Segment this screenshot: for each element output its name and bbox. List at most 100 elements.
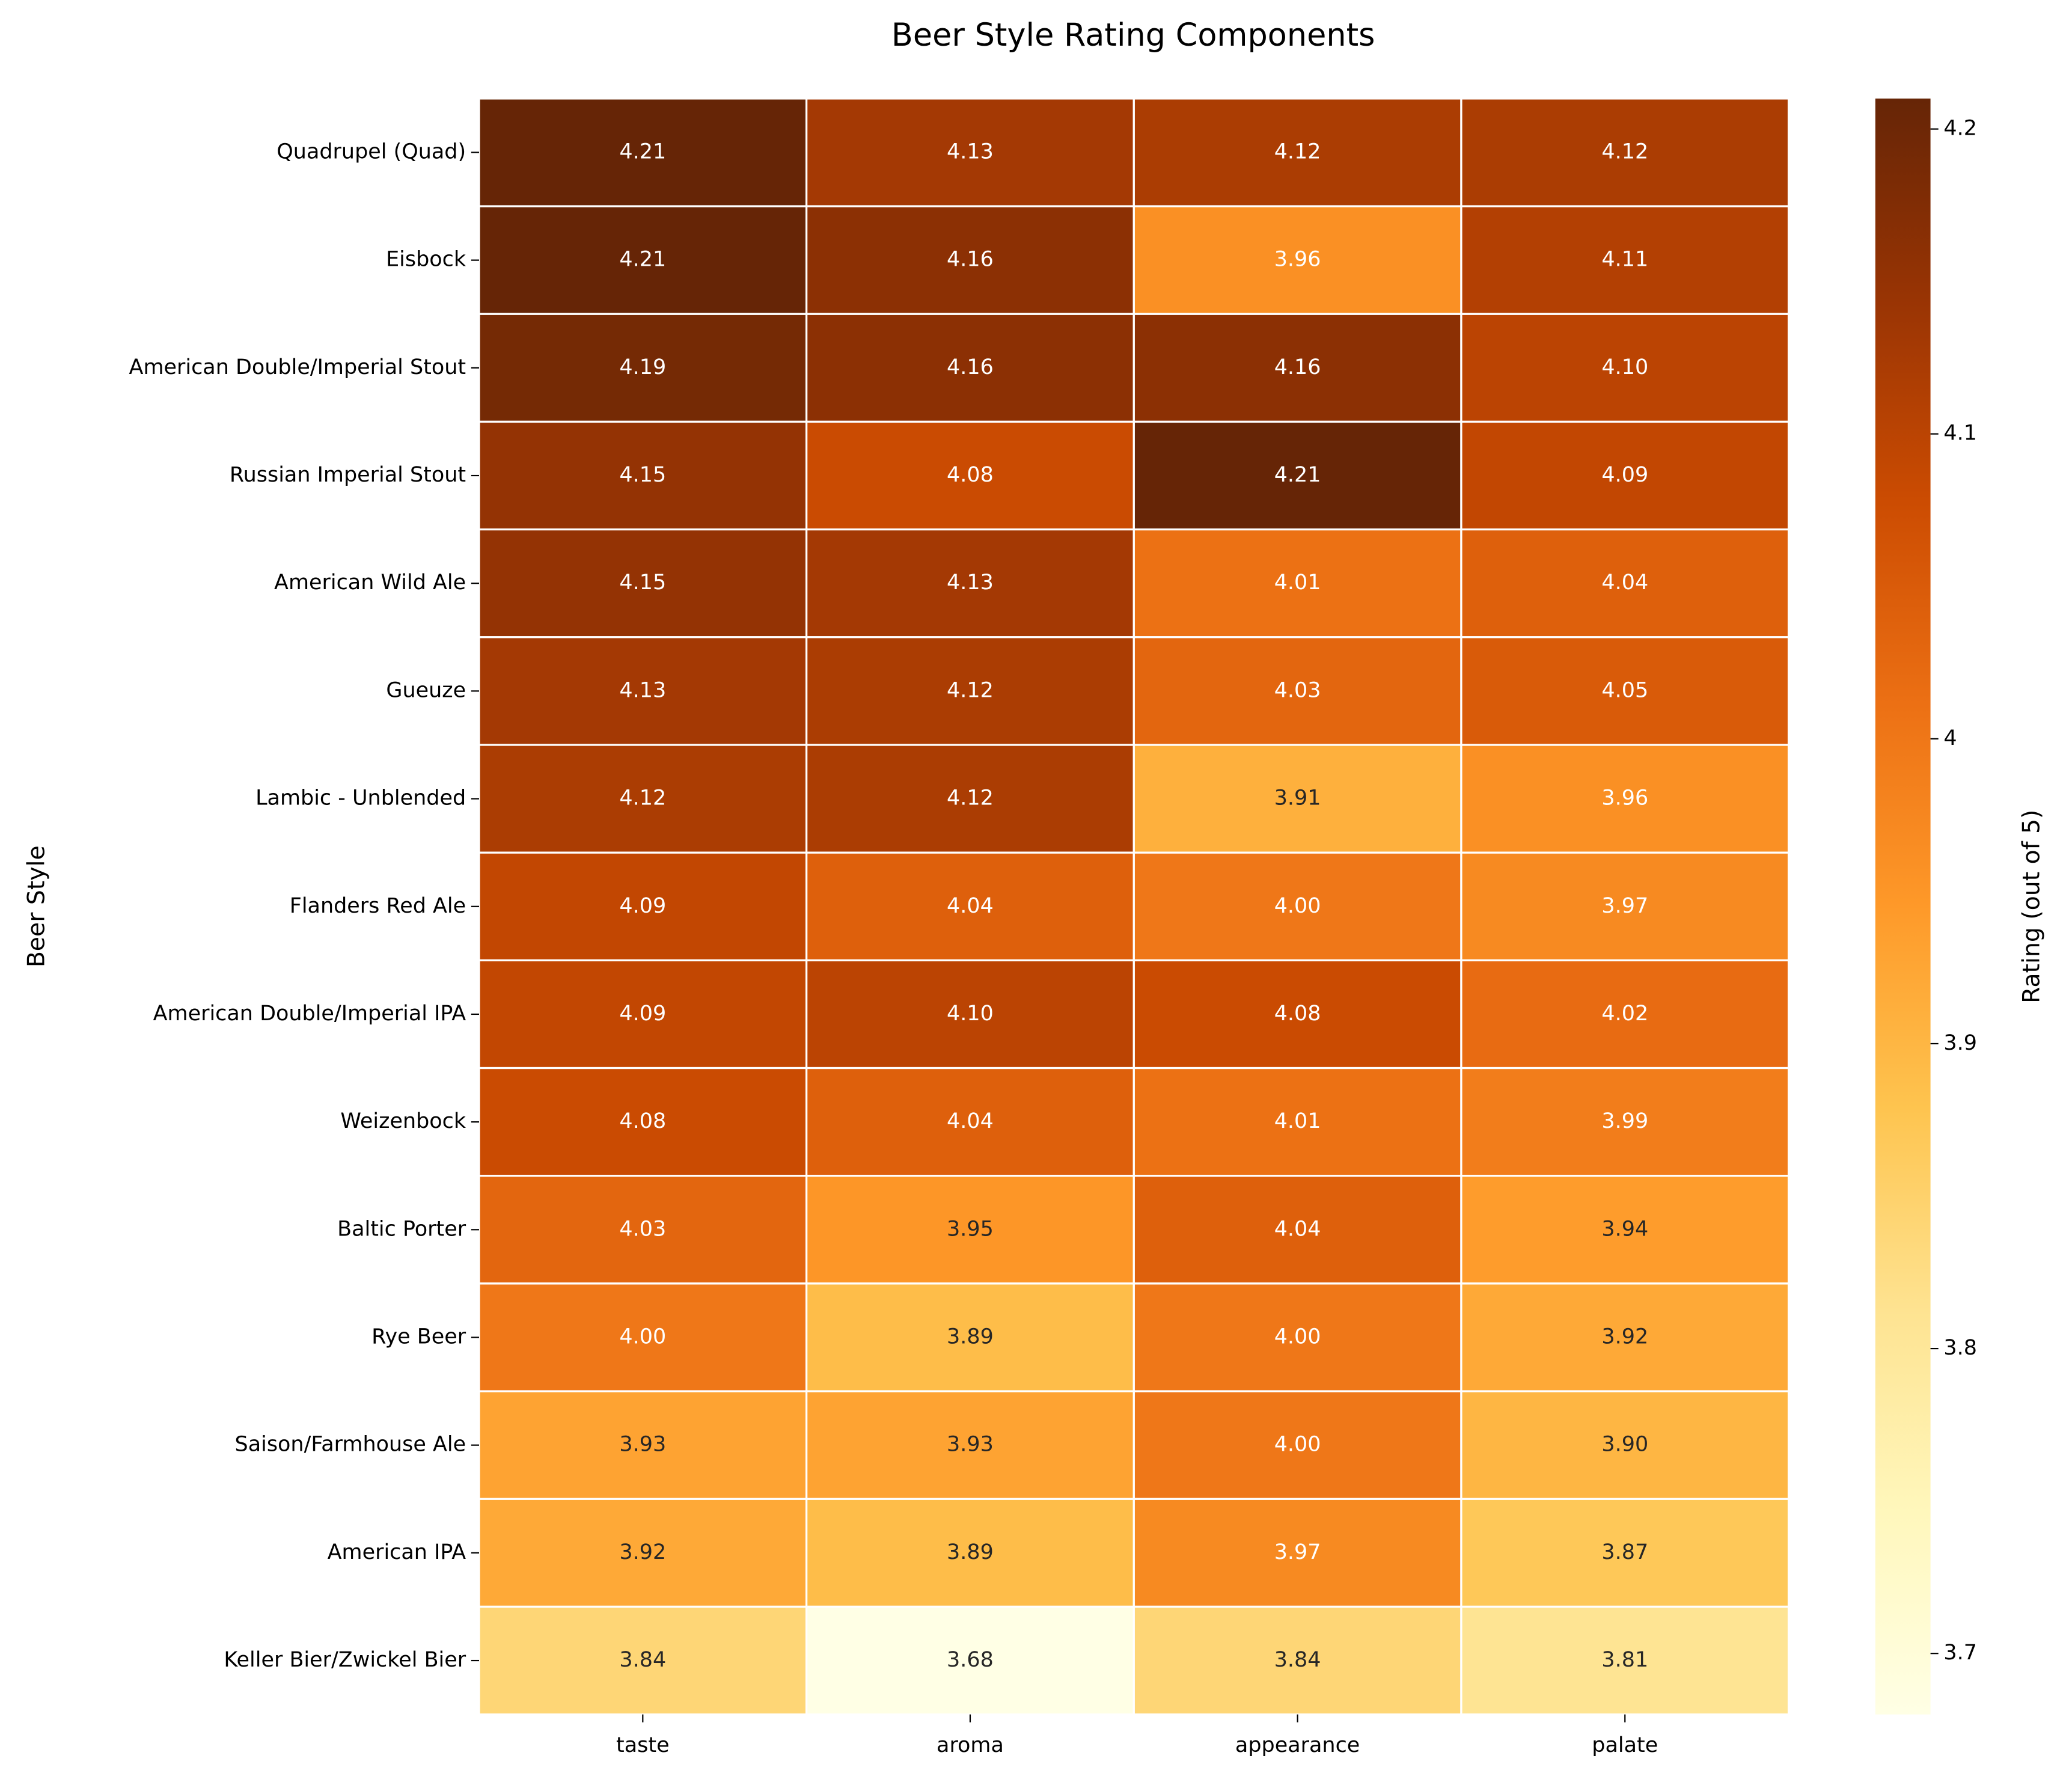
y-tick-label: Gueuze: [386, 678, 466, 702]
y-tick-label: Keller Bier/Zwickel Bier: [224, 1648, 466, 1672]
heatmap-cell: [1460, 1390, 1790, 1500]
cell-label: 3.92: [1601, 1324, 1648, 1349]
cell-label: 4.10: [1601, 355, 1648, 379]
cell-label: 3.90: [1601, 1433, 1648, 1457]
heatmap-cell: [1132, 528, 1462, 638]
heatmap-cell: [805, 1498, 1135, 1608]
cell-label: 4.21: [619, 139, 666, 164]
cell-label: 4.08: [947, 463, 994, 487]
heatmap-cell: [1460, 636, 1790, 746]
cell-label: 3.97: [1601, 894, 1648, 918]
cell-label: 4.00: [619, 1324, 666, 1349]
cell-label: 3.81: [1601, 1648, 1648, 1672]
heatmap-cell: [805, 420, 1135, 531]
heatmap-cell: [1132, 1390, 1462, 1500]
x-tick-label: aroma: [937, 1733, 1004, 1757]
cell-label: 4.04: [947, 1109, 994, 1133]
heatmap-cell: [1132, 959, 1462, 1070]
heatmap-cell: [1132, 1175, 1462, 1285]
heatmap-cell: [1132, 851, 1462, 961]
heatmap-cell: [478, 1282, 808, 1392]
chart-title: Beer Style Rating Components: [891, 17, 1375, 54]
y-tick-label: Weizenbock: [340, 1109, 466, 1133]
y-tick-label: American Double/Imperial IPA: [153, 1002, 466, 1026]
heatmap-cell: [805, 528, 1135, 638]
cell-label: 4.01: [1274, 571, 1321, 595]
heatmap-cell: [805, 1390, 1135, 1500]
cell-label: 4.03: [1274, 678, 1321, 702]
cell-label: 4.10: [947, 1002, 994, 1026]
heatmap-cell: [1460, 1282, 1790, 1392]
heatmap-cell: [805, 97, 1135, 207]
y-tick-label: American Wild Ale: [274, 571, 466, 595]
heatmap-cell: [1460, 420, 1790, 531]
heatmap-cell: [1460, 97, 1790, 207]
cell-label: 4.12: [947, 786, 994, 810]
heatmap-cell: [1132, 744, 1462, 854]
heatmap-cell: [478, 851, 808, 961]
cell-label: 3.96: [1274, 248, 1321, 272]
cell-label: 4.03: [619, 1217, 666, 1241]
heatmap-cell: [1460, 528, 1790, 638]
cell-label: 4.09: [1601, 463, 1648, 487]
heatmap-cell: [478, 744, 808, 854]
heatmap-cell: [1460, 1175, 1790, 1285]
heatmap-cell: [1132, 1067, 1462, 1177]
y-tick-label: Baltic Porter: [337, 1217, 466, 1241]
cell-label: 3.68: [947, 1648, 994, 1672]
cell-label: 4.04: [1601, 571, 1648, 595]
cell-label: 4.12: [947, 678, 994, 702]
cell-label: 4.12: [1601, 139, 1648, 164]
cell-label: 4.13: [947, 139, 994, 164]
y-tick-label: Rye Beer: [371, 1324, 466, 1349]
cell-label: 3.89: [947, 1324, 994, 1349]
colorbar-tick-label: 4.2: [1943, 117, 1977, 141]
cell-label: 3.87: [1601, 1540, 1648, 1564]
colorbar: [1875, 98, 1931, 1715]
cell-label: 4.04: [947, 894, 994, 918]
heatmap-cell: [478, 636, 808, 746]
cell-label: 4.05: [1601, 678, 1648, 702]
colorbar-label: Rating (out of 5): [2018, 810, 2046, 1003]
heatmap-cell: [478, 97, 808, 207]
cell-label: 4.12: [1274, 139, 1321, 164]
heatmap-cell: [1460, 744, 1790, 854]
y-tick-label: Quadrupel (Quad): [277, 139, 466, 164]
x-tick-label: palate: [1592, 1733, 1658, 1757]
heatmap-cell: [805, 1067, 1135, 1177]
colorbar-tick-label: 3.8: [1943, 1336, 1977, 1360]
heatmap-cell: [805, 1175, 1135, 1285]
cell-label: 4.09: [619, 894, 666, 918]
cell-label: 3.89: [947, 1540, 994, 1564]
colorbar-tick-label: 3.9: [1943, 1031, 1977, 1055]
heatmap-cell: [805, 1282, 1135, 1392]
y-tick-label: American IPA: [328, 1540, 466, 1564]
cell-label: 4.16: [1274, 355, 1321, 379]
cell-label: 4.08: [619, 1109, 666, 1133]
y-axis-label: Beer Style: [22, 845, 50, 967]
colorbar-tick-label: 3.7: [1943, 1641, 1977, 1665]
colorbar-tick-label: 4.1: [1943, 421, 1977, 445]
cell-label: 3.95: [947, 1217, 994, 1241]
heatmap-cell: [1460, 1067, 1790, 1177]
heatmap-cell: [805, 205, 1135, 315]
heatmap-cell: [478, 205, 808, 315]
heatmap-cell: [478, 1067, 808, 1177]
cell-label: 3.97: [1274, 1540, 1321, 1564]
y-tick-label: Saison/Farmhouse Ale: [235, 1433, 466, 1457]
heatmap-cell: [1460, 959, 1790, 1070]
cell-label: 4.02: [1601, 1002, 1648, 1026]
colorbar-tick-label: 4: [1943, 726, 1957, 750]
cell-label: 3.84: [619, 1648, 666, 1672]
cell-label: 4.00: [1274, 1324, 1321, 1349]
heatmap-cell: [478, 528, 808, 638]
cell-label: 4.09: [619, 1002, 666, 1026]
heatmap-cell: [478, 420, 808, 531]
cell-label: 3.84: [1274, 1648, 1321, 1672]
cell-label: 4.12: [619, 786, 666, 810]
heatmap-cell: [1132, 636, 1462, 746]
heatmap-cell: [1132, 1498, 1462, 1608]
x-tick-label: appearance: [1235, 1733, 1360, 1757]
cell-label: 4.01: [1274, 1109, 1321, 1133]
y-tick-label: Lambic - Unblended: [255, 786, 466, 810]
